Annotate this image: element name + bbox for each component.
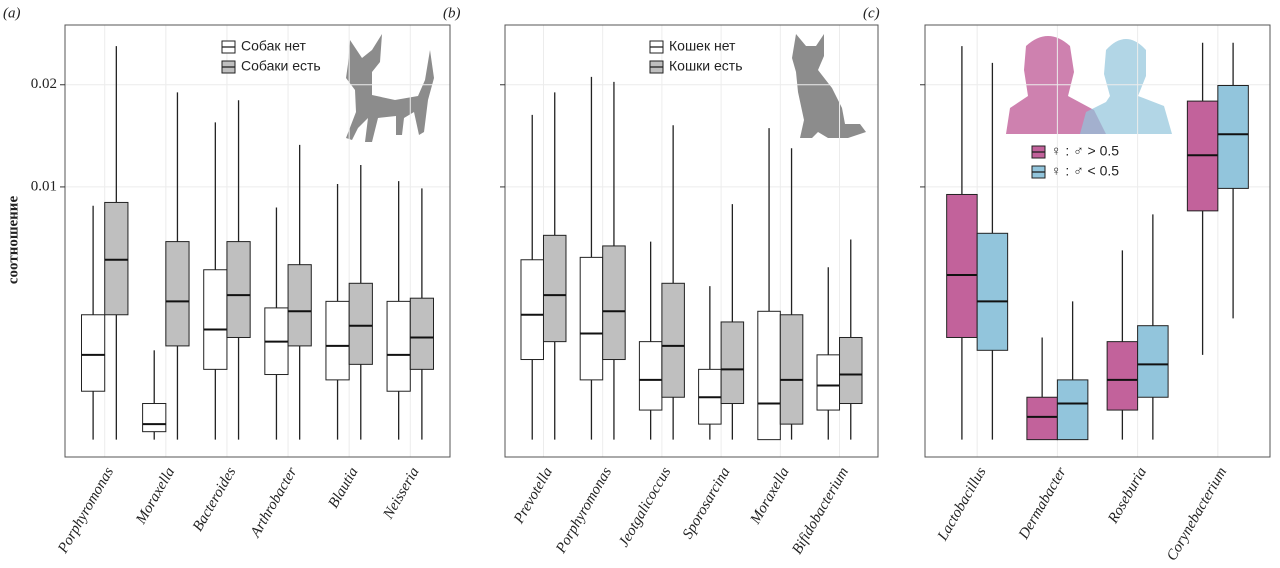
legend-label: Собаки есть: [241, 58, 321, 74]
x-tick-label: Sporosarcina: [680, 465, 734, 542]
x-tick-label: Roseburia: [1105, 465, 1150, 527]
panel-label: (a): [3, 5, 21, 21]
x-tick-label: Moraxella: [133, 465, 179, 528]
box: [104, 201, 129, 316]
box: [946, 193, 978, 338]
legend-label: ♀ : ♂ < 0.5: [1051, 163, 1119, 179]
x-tick-label: Bifidobacterium: [789, 465, 852, 558]
x-tick-label: Moraxella: [747, 465, 793, 528]
x-tick-label: Corynebacterium: [1164, 465, 1230, 564]
panel-label: (c): [863, 5, 880, 21]
panel-frame: [924, 24, 1271, 458]
box: [409, 297, 434, 370]
box: [1137, 325, 1169, 398]
box: [638, 341, 663, 411]
box: [779, 314, 804, 425]
dog-icon: [346, 34, 434, 142]
box: [661, 282, 685, 398]
box: [1026, 396, 1058, 441]
legend-label: Кошки есть: [669, 58, 743, 74]
y-tick-label: 0.02: [31, 76, 57, 92]
box: [816, 354, 841, 411]
box: [348, 282, 373, 365]
legend-label: ♀ : ♂ > 0.5: [1051, 143, 1119, 159]
box: [579, 256, 604, 381]
box: [226, 241, 251, 338]
x-tick-label: Neisseria: [380, 465, 423, 523]
box: [203, 269, 228, 370]
x-tick-label: Jeotgalicoccus: [616, 465, 675, 550]
box: [839, 336, 863, 405]
box: [720, 321, 745, 405]
x-tick-label: Bacteroides: [190, 465, 239, 535]
cat-icon: [792, 34, 866, 138]
box: [287, 264, 312, 347]
box: [1106, 341, 1139, 411]
box: [325, 300, 350, 381]
x-tick-label: Blautia: [326, 465, 362, 511]
box: [142, 403, 167, 433]
box: [386, 300, 411, 392]
box: [1217, 84, 1249, 189]
panel-frame: [504, 24, 879, 458]
legend-label: Кошек нет: [669, 38, 736, 54]
x-tick-label: Lactobacillus: [934, 465, 989, 545]
y-axis-title: соотношение: [5, 196, 21, 285]
x-tick-label: Dermabacter: [1015, 465, 1069, 543]
legend-label: Собак нет: [241, 38, 306, 54]
x-tick-label: Porphyromonas: [55, 465, 117, 557]
panel-frame: [64, 24, 451, 458]
x-tick-label: Porphyromonas: [553, 465, 615, 557]
box: [976, 232, 1009, 351]
box: [1056, 379, 1089, 441]
box: [520, 259, 544, 361]
x-tick-label: Prevotella: [511, 465, 556, 527]
box: [602, 245, 626, 361]
x-tick-label: Arthrobacter: [247, 465, 300, 541]
y-tick-label: 0.01: [31, 178, 57, 194]
box: [81, 314, 106, 392]
panel-label: (b): [443, 5, 461, 21]
box: [165, 241, 190, 347]
box: [757, 310, 781, 441]
box: [542, 234, 567, 343]
